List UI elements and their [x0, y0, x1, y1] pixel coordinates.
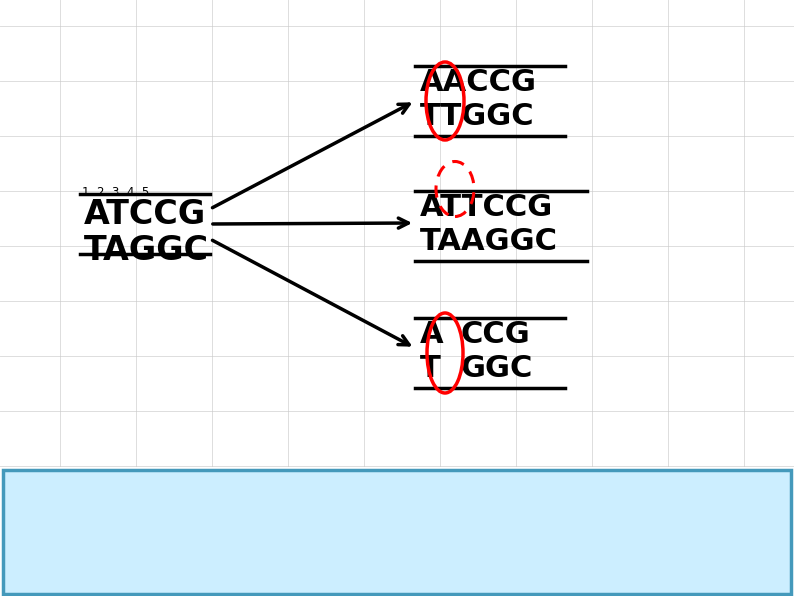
Text: TTGGC: TTGGC	[420, 102, 534, 131]
Text: GGC: GGC	[460, 354, 532, 383]
Text: 1  2  3  4  5: 1 2 3 4 5	[82, 186, 149, 199]
Text: A: A	[420, 320, 444, 349]
Text: CCG: CCG	[460, 320, 530, 349]
Text: ATCCG: ATCCG	[84, 198, 206, 231]
Text: AACCG: AACCG	[420, 68, 537, 97]
FancyBboxPatch shape	[3, 470, 791, 594]
Text: TAAGGC: TAAGGC	[420, 227, 558, 256]
Text: T: T	[420, 354, 441, 383]
Text: TAGGC: TAGGC	[84, 234, 209, 267]
Text: ATTCCG: ATTCCG	[420, 193, 553, 222]
